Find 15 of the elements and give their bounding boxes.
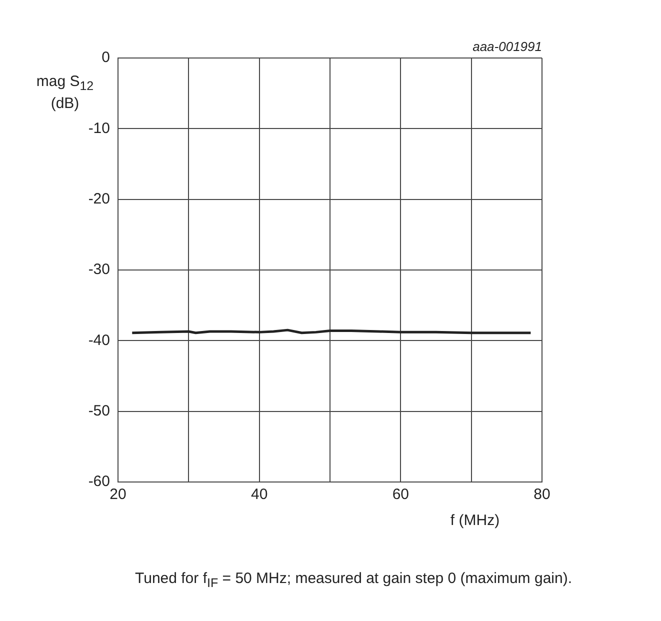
y-axis-title: mag S$_{12}$ (dB) xyxy=(35,73,95,113)
y-tick-label: -60 xyxy=(88,473,110,490)
x-tick-label: 20 xyxy=(110,486,126,504)
y-tick-label: -30 xyxy=(88,261,110,278)
y-tick-label: -10 xyxy=(88,120,110,137)
y-tick-label: 0 xyxy=(102,49,110,66)
x-tick-label: 60 xyxy=(392,486,410,504)
text: Tuned for f$_{IF}$ = 50 MHz; measured at gain step 0 (maximum gain). xyxy=(135,569,573,592)
y-tick-label: -20 xyxy=(88,190,110,208)
x-tick-label: 80 xyxy=(534,486,550,504)
y-tick-label: -50 xyxy=(88,402,110,420)
y-tick-label: -40 xyxy=(88,332,110,349)
text: aaa-001991 xyxy=(472,38,542,56)
x-tick-label: 40 xyxy=(250,486,268,504)
x-axis-title: f (MHz) xyxy=(449,512,501,530)
